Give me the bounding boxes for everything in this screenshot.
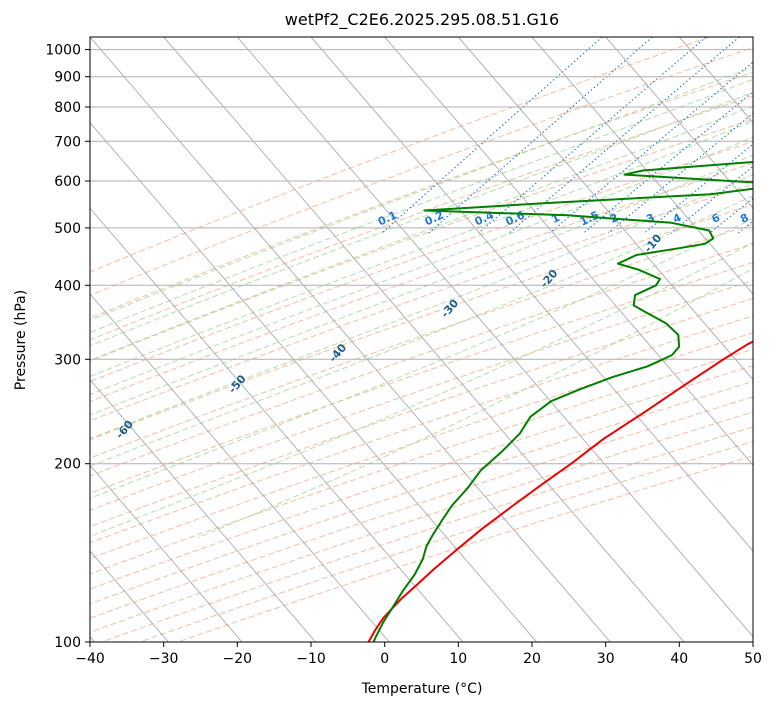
mixing-ratio-line (381, 37, 603, 234)
dry-adiabat-line (90, 37, 710, 273)
dry-adiabat-line (90, 162, 753, 403)
temperature-line (367, 340, 753, 642)
dry-adiabat-line (90, 46, 753, 296)
x-tick-label: 40 (670, 651, 688, 667)
x-tick-label: −40 (75, 651, 105, 667)
isotherm-line (90, 293, 390, 642)
mixing-ratio-line (549, 61, 753, 234)
isotherm-label: 0 (749, 201, 764, 216)
dry-adiabat-line (90, 203, 753, 441)
dry-adiabat-line (90, 261, 753, 494)
dry-adiabat-line (90, 396, 753, 619)
isotherm-line (457, 37, 753, 381)
x-tick-label: −10 (296, 651, 326, 667)
isotherm-line (90, 378, 316, 642)
isotherm-line (90, 121, 537, 642)
dry-adiabat-line (90, 348, 753, 575)
y-axis-label: Pressure (hPa) (13, 290, 29, 390)
x-tick-label: −20 (223, 651, 253, 667)
isotherm-line (236, 37, 753, 638)
chart-title: wetPf2_C2E6.2025.295.08.51.G16 (285, 10, 559, 30)
plot-frame (89, 36, 754, 643)
y-axis-ticks: 100 200 300 400 500 600 700 800 900 1000 (45, 43, 90, 651)
y-tick-label: 800 (54, 100, 81, 116)
y-tick-label: 900 (54, 70, 81, 86)
x-tick-label: 0 (380, 651, 389, 667)
y-tick-label: 400 (54, 278, 81, 294)
dry-adiabat-line (90, 365, 753, 590)
x-tick-label: 50 (744, 651, 762, 667)
isotherm-line (605, 37, 753, 210)
dry-adiabat-line (90, 95, 753, 341)
y-tick-label: 500 (54, 221, 81, 237)
x-axis-label: Temperature (°C) (361, 681, 483, 697)
y-tick-label: 600 (54, 174, 81, 190)
y-tick-label: 700 (54, 134, 81, 150)
isotherm-line (90, 207, 464, 642)
isotherm-line (384, 37, 753, 467)
x-tick-label: 20 (523, 651, 541, 667)
y-tick-label: 100 (54, 635, 81, 651)
x-axis-ticks: −40 −30 −20 −10 0 10 20 30 40 50 (75, 642, 762, 667)
dry-adiabat-line (90, 243, 753, 477)
pressure-gridlines (90, 49, 753, 642)
dewpoint-line (372, 160, 753, 642)
isotherm-line (163, 37, 685, 642)
x-tick-label: −30 (149, 651, 179, 667)
sounding-series (367, 160, 753, 642)
isotherms (90, 37, 753, 642)
isotherm-line (531, 37, 753, 295)
isotherm-line (90, 37, 611, 642)
x-tick-label: 30 (597, 651, 615, 667)
dry-adiabat-line (90, 315, 753, 544)
mixing-ratio-lines (381, 37, 753, 234)
mixing-ratio-line (643, 143, 753, 234)
dry-adiabat-line (90, 71, 753, 319)
isotherm-line (90, 464, 243, 642)
dry-adiabat-line (90, 223, 753, 459)
dry-adiabat-line (90, 297, 753, 528)
x-tick-label: 10 (449, 651, 467, 667)
mixing-ratio-line (478, 37, 707, 234)
y-tick-label: 200 (54, 457, 81, 473)
mixing-ratio-line (583, 91, 753, 234)
y-tick-label: 1000 (45, 43, 81, 59)
mixing-ratio-line (508, 37, 740, 234)
y-tick-label: 300 (54, 352, 81, 368)
plot-area: -100-90-80-70-60-50-40-30-20-10010203040… (90, 37, 764, 642)
isotherm-line (310, 37, 753, 552)
mixing-ratio-line (428, 37, 653, 234)
